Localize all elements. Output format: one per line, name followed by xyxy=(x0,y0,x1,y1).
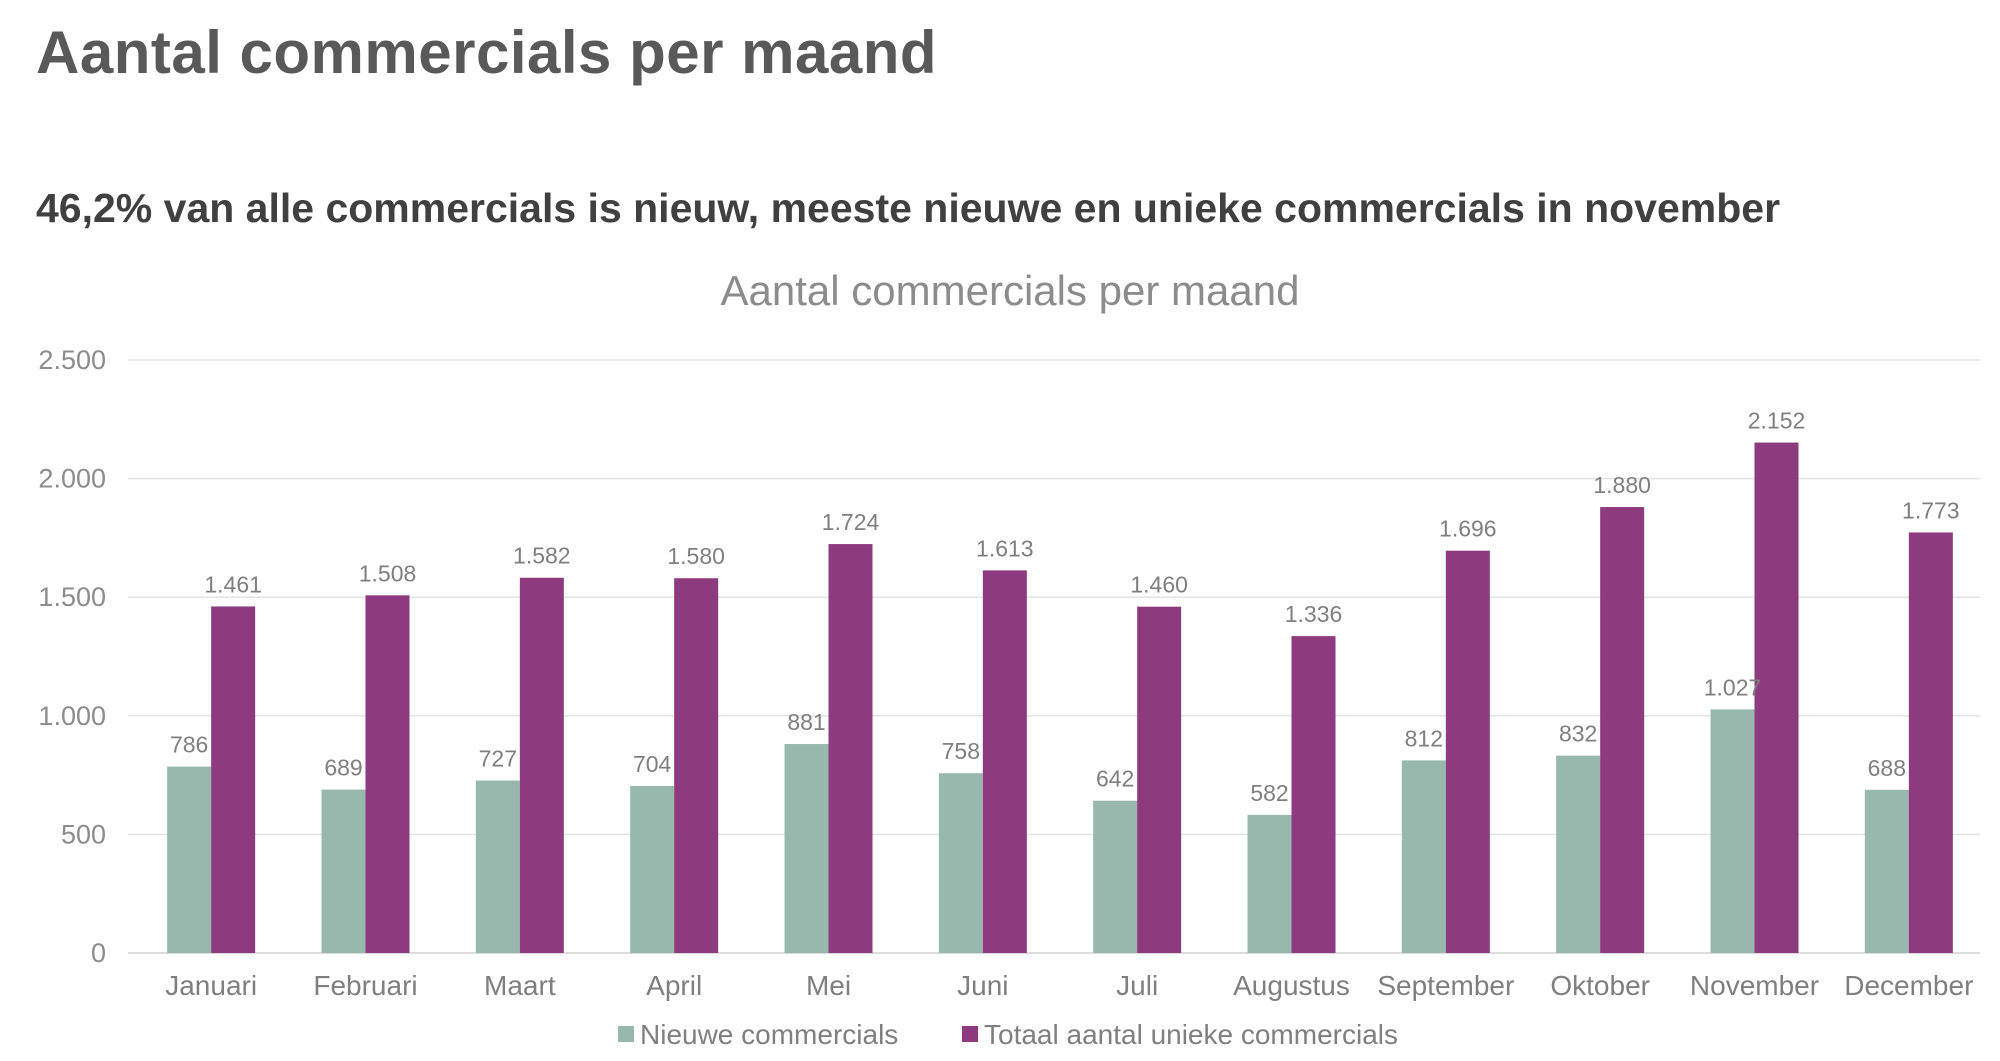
data-label: 1.613 xyxy=(976,535,1034,561)
bar-totaal-unieke-commercials xyxy=(1445,550,1490,953)
bar-totaal-unieke-commercials xyxy=(1600,507,1645,953)
y-tick-label: 0 xyxy=(91,938,106,968)
data-label: 1.580 xyxy=(667,543,725,569)
legend-label: Nieuwe commercials xyxy=(640,1019,898,1050)
x-category-label: Mei xyxy=(806,970,851,1001)
data-label: 1.773 xyxy=(1902,497,1960,523)
y-axis-tick-labels: 0 500 1.000 1.500 2.000 2.500 xyxy=(38,345,106,968)
bar-nieuwe-commercials xyxy=(630,786,675,953)
bar-chart: Aantal commercials per maand 0 500 1.000 1.… xyxy=(38,267,1980,1050)
x-category-label: Juni xyxy=(957,970,1008,1001)
data-label: 1.508 xyxy=(359,560,417,586)
data-label: 1.460 xyxy=(1130,572,1188,598)
legend-label: Totaal aantal unieke commercials xyxy=(984,1019,1398,1050)
y-tick-label: 2.000 xyxy=(38,464,106,494)
x-category-label: April xyxy=(646,970,702,1001)
data-label: 832 xyxy=(1559,721,1597,747)
bar-totaal-unieke-commercials xyxy=(982,570,1027,953)
data-label: 1.582 xyxy=(513,543,571,569)
gridlines xyxy=(128,359,1980,954)
x-category-label: Maart xyxy=(484,970,556,1001)
x-axis-category-labels: Januari Februari Maart April Mei Juni Juli Augu… xyxy=(165,970,1973,1001)
bar-nieuwe-commercials xyxy=(167,766,212,953)
bar-totaal-unieke-commercials xyxy=(1137,606,1182,953)
bar-nieuwe-commercials xyxy=(1093,800,1138,953)
bars xyxy=(167,442,1953,953)
y-tick-label: 1.500 xyxy=(38,582,106,612)
bar-totaal-unieke-commercials xyxy=(365,595,410,953)
bar-nieuwe-commercials xyxy=(1401,760,1446,953)
bar-totaal-unieke-commercials xyxy=(828,544,873,953)
legend: Nieuwe commercials Totaal aantal unieke c… xyxy=(618,1019,1398,1050)
bar-nieuwe-commercials xyxy=(1710,709,1755,953)
bar-nieuwe-commercials xyxy=(475,780,520,953)
x-category-label: Juli xyxy=(1116,970,1158,1001)
chart-title: Aantal commercials per maand xyxy=(721,267,1300,314)
data-label: 881 xyxy=(787,709,825,735)
bar-totaal-unieke-commercials xyxy=(1908,532,1953,953)
data-label: 1.880 xyxy=(1593,472,1651,498)
page-title: Aantal commercials per maand xyxy=(36,19,938,86)
y-tick-label: 1.000 xyxy=(38,701,106,731)
data-label: 2.152 xyxy=(1748,408,1806,434)
y-tick-label: 2.500 xyxy=(38,345,106,375)
x-category-label: Januari xyxy=(165,970,257,1001)
bar-nieuwe-commercials xyxy=(1864,789,1909,953)
y-tick-label: 500 xyxy=(61,819,106,849)
data-label: 1.336 xyxy=(1285,601,1343,627)
page-subtitle: 46,2% van alle commercials is nieuw, mee… xyxy=(36,185,1781,231)
bar-totaal-unieke-commercials xyxy=(211,606,256,953)
x-category-label: Oktober xyxy=(1550,970,1650,1001)
data-label: 582 xyxy=(1250,780,1288,806)
data-label: 688 xyxy=(1868,755,1906,781)
data-label: 812 xyxy=(1405,725,1443,751)
data-label: 758 xyxy=(942,738,980,764)
x-category-label: November xyxy=(1690,970,1819,1001)
bar-nieuwe-commercials xyxy=(784,744,829,953)
data-label: 1.027 xyxy=(1704,674,1762,700)
bar-totaal-unieke-commercials xyxy=(1291,636,1336,953)
data-label: 704 xyxy=(633,751,672,777)
bar-totaal-unieke-commercials xyxy=(674,578,719,953)
data-labels: 786 1.461 689 1.508 727 1.582 704 1.580 881 1.724… xyxy=(170,408,1960,806)
x-category-label: December xyxy=(1844,970,1973,1001)
bar-nieuwe-commercials xyxy=(1247,814,1292,953)
x-category-label: Augustus xyxy=(1233,970,1350,1001)
data-label: 1.724 xyxy=(822,509,880,535)
legend-swatch xyxy=(618,1026,634,1042)
data-label: 1.461 xyxy=(204,571,262,597)
data-label: 642 xyxy=(1096,766,1134,792)
data-label: 1.696 xyxy=(1439,516,1497,542)
bar-totaal-unieke-commercials xyxy=(519,577,564,953)
data-label: 689 xyxy=(324,755,362,781)
bar-nieuwe-commercials xyxy=(1556,755,1601,953)
data-label: 727 xyxy=(479,746,517,772)
bar-totaal-unieke-commercials xyxy=(1754,442,1799,953)
x-category-label: September xyxy=(1377,970,1514,1001)
legend-swatch xyxy=(962,1026,978,1042)
bar-nieuwe-commercials xyxy=(938,773,983,953)
x-category-label: Februari xyxy=(313,970,417,1001)
bar-nieuwe-commercials xyxy=(321,789,366,953)
data-label: 786 xyxy=(170,732,208,758)
